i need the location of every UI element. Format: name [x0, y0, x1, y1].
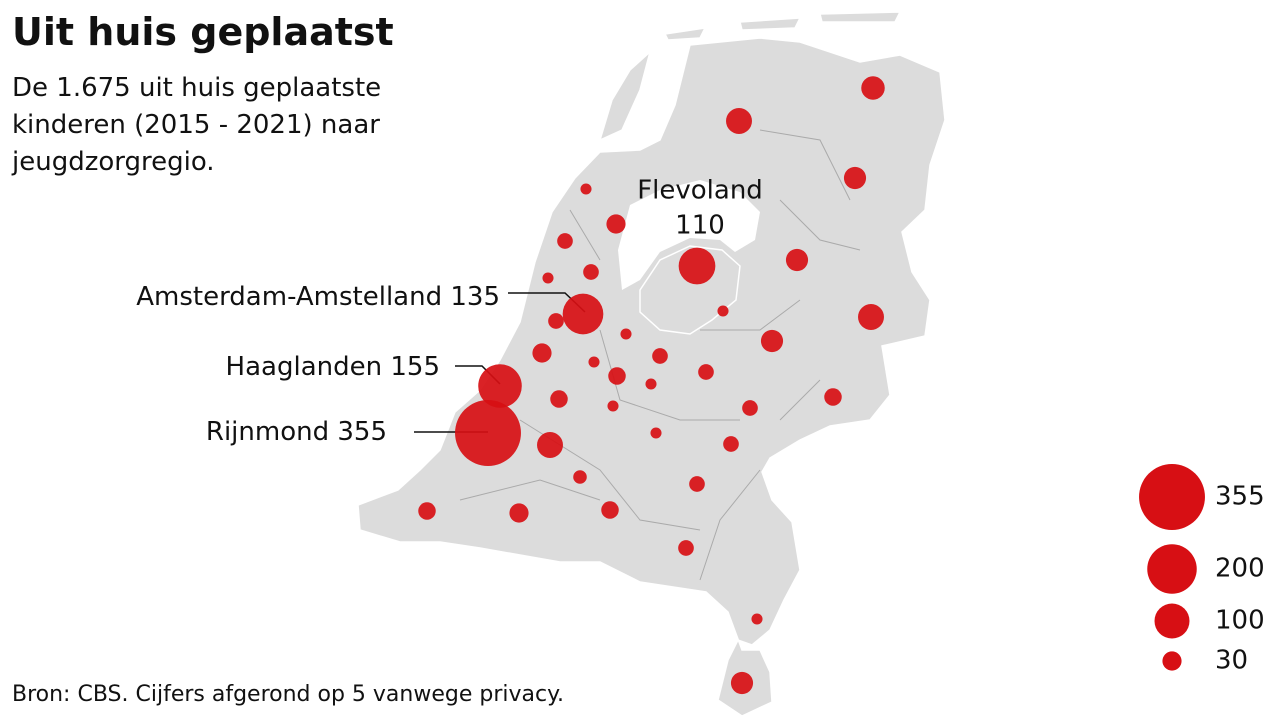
region-circle: [608, 367, 626, 385]
region-circle: [689, 476, 705, 492]
region-circle: [537, 432, 563, 458]
region-label: Haaglanden 155: [226, 352, 440, 382]
region-circle: [455, 400, 521, 466]
wadden-islands: [598, 11, 902, 142]
region-circle: [607, 400, 619, 412]
region-label: Amsterdam-Amstelland 135: [136, 282, 500, 312]
region-circle: [843, 166, 867, 190]
region-circle: [478, 364, 522, 408]
netherlands: [357, 37, 946, 717]
borders: [459, 129, 861, 581]
region-circle: [726, 108, 752, 134]
region-circle: [723, 436, 739, 452]
region-circle: [858, 304, 884, 330]
region-circle: [785, 248, 809, 272]
region-circle: [580, 183, 592, 195]
region-name: Haaglanden: [226, 352, 383, 382]
region-circle: [751, 613, 763, 625]
region-circle: [645, 378, 657, 390]
source: Bron: CBS. Cijfers afgerond op 5 vanwege…: [12, 682, 564, 707]
region-circle: [717, 305, 729, 317]
region-value: 110: [675, 211, 725, 241]
region-name: Flevoland: [637, 176, 763, 206]
region-name: Rijnmond: [206, 417, 329, 447]
region-circle: [742, 400, 758, 416]
region-circle: [650, 427, 662, 439]
region-value: 355: [337, 417, 387, 447]
region-circle: [606, 214, 626, 234]
legend-label: 355: [1215, 482, 1265, 512]
region-circle: [652, 348, 668, 364]
land: [357, 11, 946, 717]
region-circle: [678, 540, 694, 556]
region-value: 135: [450, 282, 500, 312]
region-name: Amsterdam-Amstelland: [136, 282, 442, 312]
region-circle: [824, 388, 842, 406]
region-circle: [532, 343, 552, 363]
region-circle: [678, 247, 716, 285]
region-circle: [550, 390, 568, 408]
region-circle: [542, 272, 554, 284]
region-circle: [562, 293, 604, 335]
region-circle: [588, 356, 600, 368]
legend-label: 200: [1215, 554, 1265, 584]
ijsselmeer: [618, 180, 760, 290]
region-value: 155: [390, 352, 440, 382]
region-circle: [418, 502, 436, 520]
region-circle: [573, 470, 587, 484]
legend-circle: [1139, 464, 1205, 530]
subtitle: De 1.675 uit huis geplaatste kinderen (2…: [12, 73, 382, 177]
region-circle: [557, 233, 573, 249]
title: Uit huis geplaatst: [12, 10, 394, 54]
region-circle: [698, 364, 714, 380]
region-circle: [509, 503, 529, 523]
region-circle: [760, 329, 784, 353]
legend-circle: [1147, 544, 1197, 594]
legend-circle: [1154, 603, 1190, 639]
region-label: Rijnmond 355: [206, 417, 387, 447]
legend-label: 100: [1215, 606, 1265, 636]
region-circle: [861, 76, 885, 100]
region-circle: [583, 264, 599, 280]
region-circle: [620, 328, 632, 340]
legend-label: 30: [1215, 646, 1248, 676]
region-circle: [730, 671, 754, 695]
region-circle: [601, 501, 619, 519]
legend-circle: [1162, 651, 1182, 671]
region-circle: [548, 313, 564, 329]
